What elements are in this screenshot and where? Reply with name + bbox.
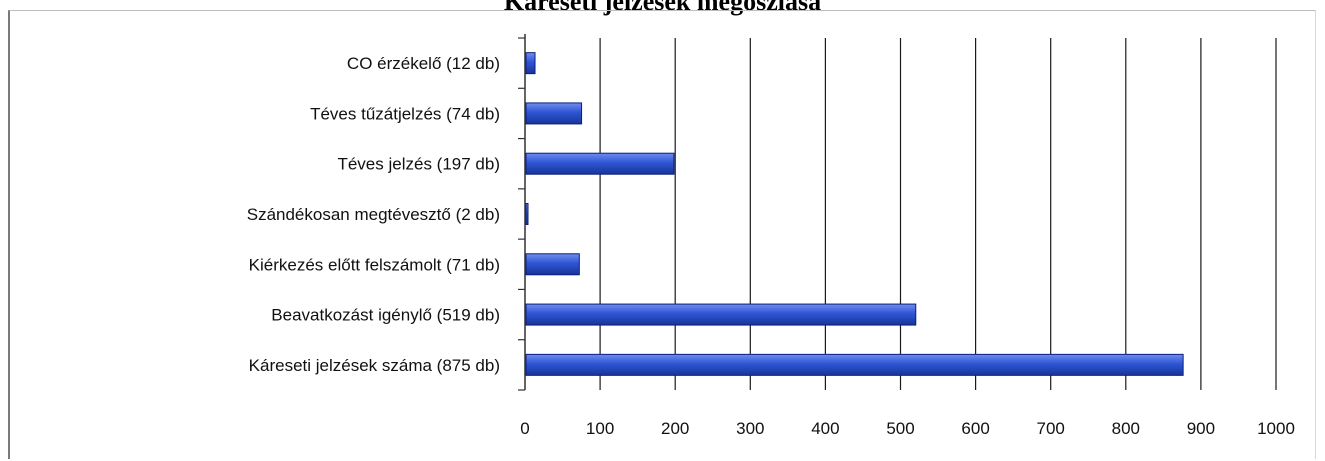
chart-frame (8, 10, 1316, 459)
x-tick-label-900: 900 (1187, 419, 1215, 438)
x-tick-label-800: 800 (1112, 419, 1140, 438)
category-label-5: Beavatkozást igénylő (519 db) (271, 306, 500, 325)
x-tick-labels: 0 100 200 300 400 500 600 700 800 900 1000 (520, 419, 1295, 438)
axes (518, 34, 526, 391)
bar-5 (525, 303, 917, 326)
x-tick-label-500: 500 (886, 419, 914, 438)
x-tick-label-100: 100 (586, 419, 614, 438)
bar-0 (525, 52, 536, 75)
category-label-0: CO érzékelő (12 db) (347, 54, 500, 73)
bar-1 (525, 102, 583, 125)
x-tick-label-0: 0 (520, 419, 529, 438)
bar-2 (525, 152, 675, 175)
gridlines (599, 38, 1277, 390)
bars (525, 52, 1184, 376)
bar-4 (525, 253, 580, 276)
category-label-6: Káreseti jelzések száma (875 db) (249, 356, 500, 375)
category-label-1: Téves tűzátjelzés (74 db) (310, 104, 500, 123)
x-tick-label-1000: 1000 (1257, 419, 1295, 438)
x-tick-label-600: 600 (961, 419, 989, 438)
bar-6 (525, 353, 1184, 376)
x-tick-label-200: 200 (661, 419, 689, 438)
x-tick-label-400: 400 (811, 419, 839, 438)
bar-3 (525, 203, 529, 225)
x-tick-label-300: 300 (736, 419, 764, 438)
category-labels: CO érzékelő (12 db) Téves tűzátjelzés (74… (247, 54, 500, 375)
category-label-2: Téves jelzés (197 db) (337, 155, 500, 174)
chart-title: Káreseti jelzések megoszlása (503, 0, 822, 16)
category-label-3: Szándékosan megtévesztő (2 db) (247, 205, 500, 224)
category-label-4: Kiérkezés előtt felszámolt (71 db) (249, 255, 500, 274)
x-tick-label-700: 700 (1037, 419, 1065, 438)
